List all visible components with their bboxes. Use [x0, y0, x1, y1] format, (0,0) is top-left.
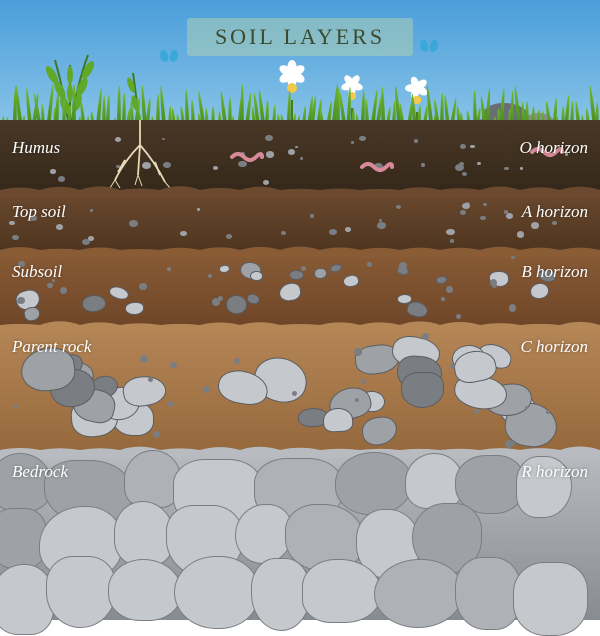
diagram-title: SOIL LAYERS: [187, 18, 413, 56]
layer-topsoil: Top soil A horizon: [0, 190, 600, 250]
label-left-topsoil: Top soil: [12, 202, 66, 222]
label-left-parentrock: Parent rock: [12, 337, 91, 357]
butterfly-icon: [160, 50, 178, 64]
layer-subsoil: Subsoil B horizon: [0, 250, 600, 325]
label-right-humus: O horizon: [520, 138, 588, 158]
worm-icon: [230, 150, 264, 164]
layer-humus: Humus O horizon: [0, 120, 600, 190]
label-right-topsoil: A horizon: [522, 202, 588, 222]
butterfly-icon: [420, 40, 438, 54]
label-right-bedrock: R horizon: [521, 462, 588, 482]
label-left-subsoil: Subsoil: [12, 262, 62, 282]
layer-bedrock: Bedrock R horizon: [0, 450, 600, 620]
layer-parentrock: Parent rock C horizon: [0, 325, 600, 450]
label-left-bedrock: Bedrock: [12, 462, 68, 482]
sky-layer: SOIL LAYERS: [0, 0, 600, 130]
label-left-humus: Humus: [12, 138, 60, 158]
label-right-subsoil: B horizon: [521, 262, 588, 282]
label-right-parentrock: C horizon: [520, 337, 588, 357]
soil-layers-diagram: SOIL LAYERS: [0, 0, 600, 620]
roots-icon: [80, 120, 200, 190]
worm-icon: [360, 160, 394, 174]
